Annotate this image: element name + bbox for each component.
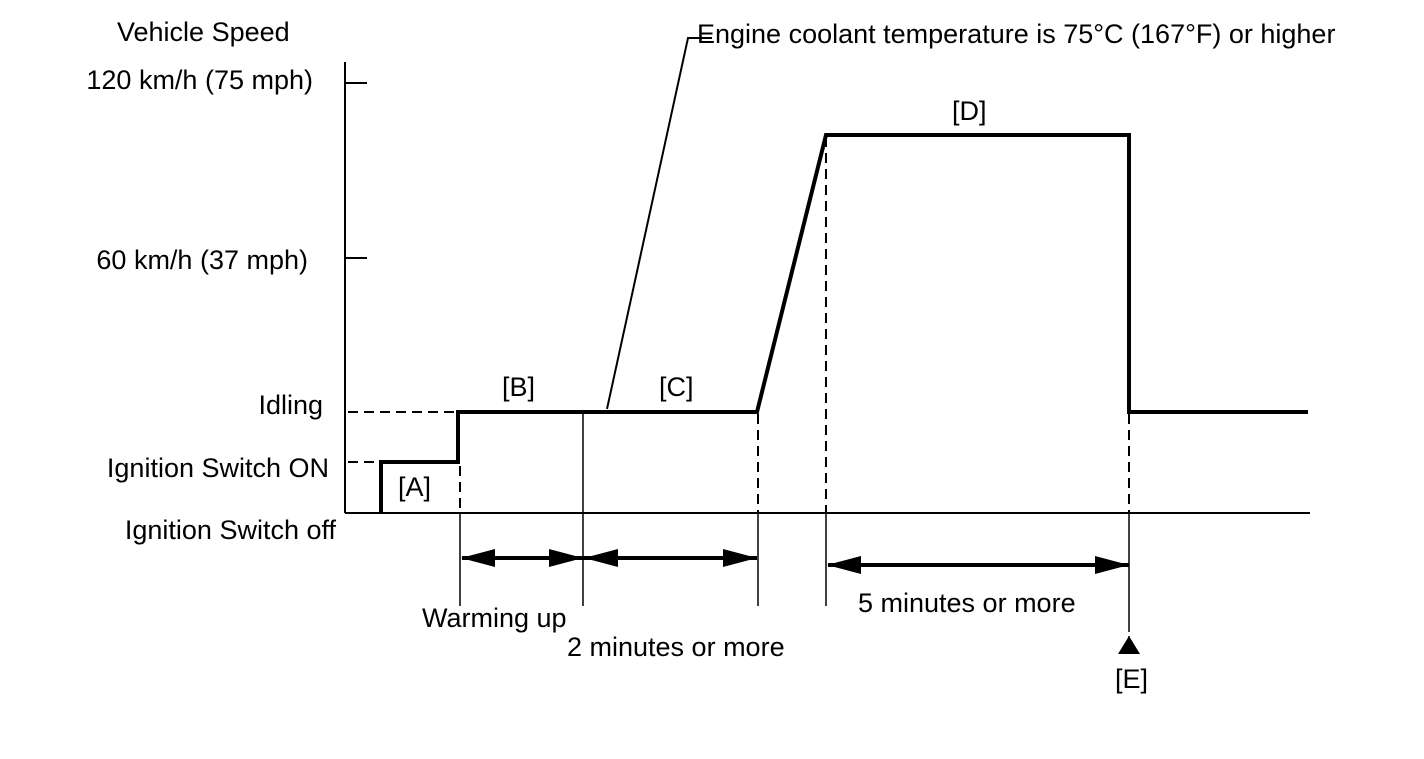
arrowhead-left-icon xyxy=(584,549,618,567)
y-axis-title: Vehicle Speed xyxy=(117,17,290,47)
y-label-60kmh: 60 km/h (37 mph) xyxy=(96,245,308,275)
duration-label-5-minutes: 5 minutes or more xyxy=(858,588,1076,618)
phase-label-d: [D] xyxy=(952,96,987,126)
duration-label-warming-up: Warming up xyxy=(422,603,567,633)
y-label-idling: Idling xyxy=(258,390,323,420)
warming-up-arrow xyxy=(461,549,583,567)
arrowhead-right-icon xyxy=(723,549,757,567)
speed-trace xyxy=(379,133,1308,513)
five-minutes-arrow xyxy=(827,556,1129,574)
phase-label-e: [E] xyxy=(1115,664,1149,694)
annotation-text: Engine coolant temperature is 75°C (167°… xyxy=(697,19,1336,49)
e-marker-triangle-icon xyxy=(1118,636,1140,654)
arrowhead-left-icon xyxy=(461,549,495,567)
phase-label-a: [A] xyxy=(398,472,432,502)
annotation-leader-line xyxy=(606,37,712,410)
y-label-120kmh: 120 km/h (75 mph) xyxy=(86,65,313,95)
two-minutes-arrow xyxy=(583,549,757,567)
duration-label-2-minutes: 2 minutes or more xyxy=(567,632,785,662)
phase-label-b: [B] xyxy=(502,372,536,402)
arrowhead-right-icon xyxy=(549,549,583,567)
y-label-ignition-off: Ignition Switch off xyxy=(124,515,336,545)
phase-label-c: [C] xyxy=(659,372,694,402)
arrowhead-left-icon xyxy=(827,556,861,574)
arrowhead-right-icon xyxy=(1095,556,1129,574)
y-label-ignition-on: Ignition Switch ON xyxy=(106,453,329,483)
